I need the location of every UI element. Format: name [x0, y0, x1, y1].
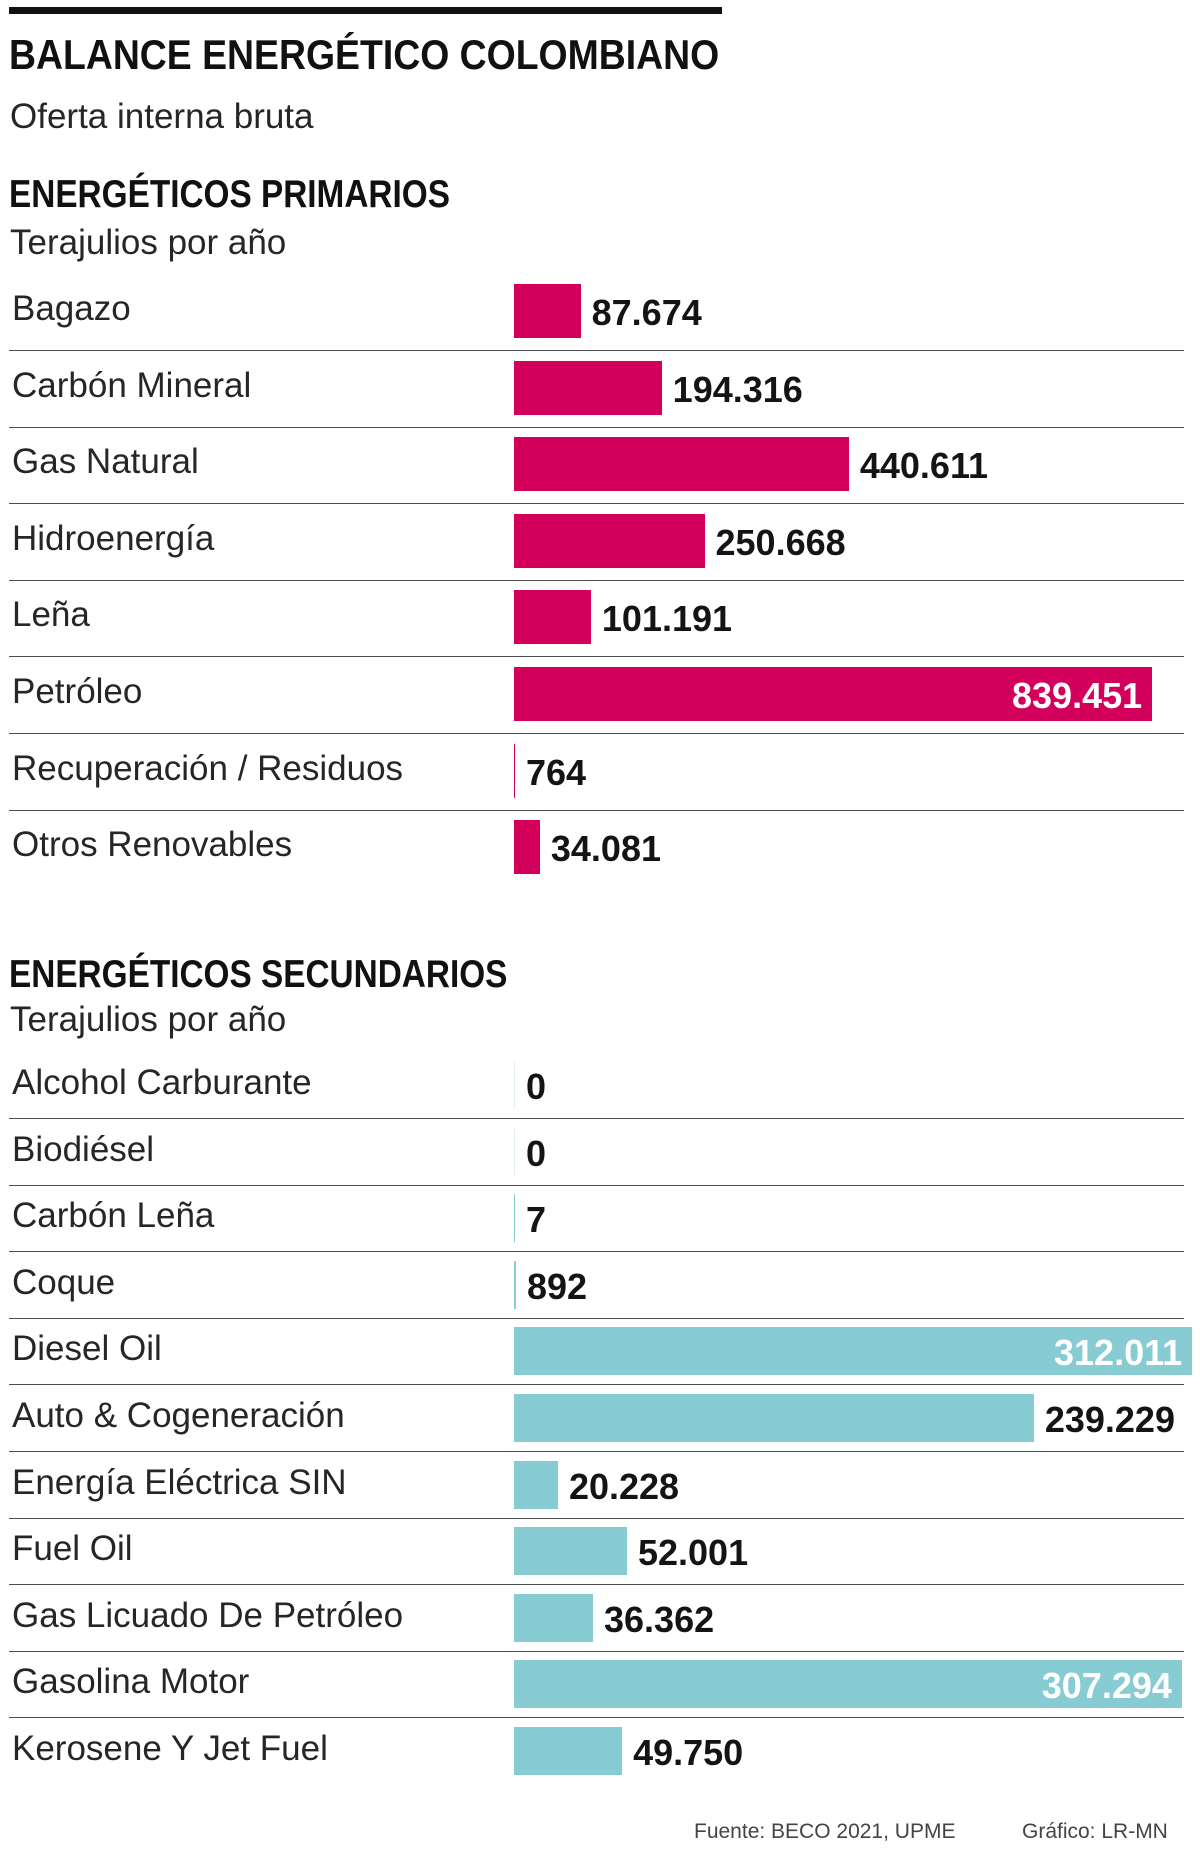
value-gas-licuado-de-petroleo: 36.362	[604, 1598, 715, 1640]
label-auto-cogeneracion: Auto & Cogeneración	[12, 1396, 345, 1435]
row-divider	[9, 503, 1184, 505]
bar-carbon-lena	[514, 1194, 515, 1243]
bar-hidroenergia	[514, 513, 705, 568]
label-carbon-lena: Carbón Leña	[12, 1196, 215, 1236]
row-divider	[9, 733, 1184, 734]
bar-bagazo	[514, 284, 581, 338]
chart-subtitle: Oferta interna bruta	[10, 97, 314, 136]
row-divider	[9, 1384, 1184, 1386]
label-fuel-oil: Fuel Oil	[12, 1529, 133, 1569]
bar-auto-cogeneracion	[514, 1394, 1034, 1442]
value-fuel-oil: 52.001	[637, 1532, 749, 1574]
label-gas-natural: Gas Natural	[12, 442, 199, 482]
value-carbon-mineral: 194.316	[672, 368, 803, 410]
value-gasolina-motor: 307.294	[1041, 1665, 1172, 1707]
source-note: Fuente: BECO 2021, UPME	[694, 1820, 956, 1843]
row-divider	[9, 350, 1184, 351]
value-biodiesel: 0	[526, 1132, 547, 1174]
bar-otros-renovables	[514, 820, 540, 875]
label-gasolina-motor: Gasolina Motor	[12, 1662, 250, 1702]
row-divider	[9, 1184, 1184, 1186]
graphic-credit: Gráfico: LR-MN	[1022, 1820, 1168, 1843]
row-divider	[9, 1650, 1184, 1652]
label-bagazo: Bagazo	[12, 289, 131, 328]
value-auto-cogeneracion: 239.229	[1044, 1399, 1175, 1440]
value-lena: 101.191	[601, 598, 733, 640]
value-bagazo: 87.674	[591, 292, 702, 333]
row-divider	[9, 1317, 1184, 1319]
row-divider	[9, 1118, 1184, 1119]
bar-gas-licuado-de-petroleo	[514, 1593, 593, 1642]
bar-diesel-oil	[514, 1327, 1192, 1376]
value-diesel-oil: 312.011	[1054, 1332, 1183, 1374]
row-divider	[9, 1517, 1184, 1519]
bar-gas-natural	[514, 437, 849, 492]
label-diesel-oil: Diesel Oil	[12, 1329, 162, 1369]
bar-kerosene-y-jet-fuel	[514, 1727, 623, 1775]
bar-alcohol-carburante	[514, 1061, 515, 1109]
primary-section-title: ENERGÉTICOS PRIMARIOS	[9, 173, 450, 216]
label-kerosene-y-jet-fuel: Kerosene Y Jet Fuel	[12, 1729, 328, 1768]
row-divider	[9, 1251, 1184, 1253]
bar-energia-electrica-sin	[514, 1460, 558, 1509]
label-alcohol-carburante: Alcohol Carburante	[12, 1063, 312, 1102]
label-petroleo: Petróleo	[12, 672, 143, 711]
value-kerosene-y-jet-fuel: 49.750	[633, 1732, 744, 1773]
value-gas-natural: 440.611	[859, 445, 989, 487]
label-gas-licuado-de-petroleo: Gas Licuado De Petróleo	[12, 1595, 404, 1635]
bar-petroleo	[514, 667, 1152, 721]
bar-coque	[514, 1260, 516, 1309]
label-coque: Coque	[12, 1262, 116, 1302]
row-divider	[9, 1451, 1184, 1452]
bar-fuel-oil	[514, 1527, 627, 1576]
secondary-section-title: ENERGÉTICOS SECUNDARIOS	[9, 953, 508, 996]
label-recuperacion-residuos: Recuperación / Residuos	[12, 748, 404, 788]
label-otros-renovables: Otros Renovables	[12, 825, 293, 865]
label-lena: Leña	[12, 595, 90, 635]
row-divider	[9, 1584, 1184, 1586]
bar-recuperacion-residuos	[514, 743, 515, 798]
bar-lena	[514, 590, 591, 645]
bar-biodiesel	[514, 1127, 515, 1176]
value-carbon-lena: 7	[526, 1199, 547, 1241]
chart-title: BALANCE ENERGÉTICO COLOMBIANO	[9, 31, 720, 78]
label-hidroenergia: Hidroenergía	[12, 518, 215, 558]
label-energia-electrica-sin: Energía Eléctrica SIN	[12, 1462, 347, 1502]
value-energia-electrica-sin: 20.228	[568, 1465, 680, 1507]
secondary-unit-label: Terajulios por año	[10, 1000, 287, 1039]
value-otros-renovables: 34.081	[550, 828, 661, 870]
value-recuperacion-residuos: 764	[526, 751, 587, 793]
label-biodiesel: Biodiésel	[12, 1129, 155, 1169]
primary-unit-label: Terajulios por año	[10, 223, 287, 262]
bar-gasolina-motor	[514, 1660, 1182, 1709]
bar-carbon-mineral	[514, 360, 662, 415]
top-rule	[9, 7, 722, 14]
value-alcohol-carburante: 0	[526, 1066, 547, 1107]
value-coque: 892	[526, 1265, 588, 1307]
row-divider	[9, 656, 1184, 658]
row-divider	[9, 809, 1184, 811]
row-divider	[9, 1717, 1184, 1719]
primary-bar-chart: Bagazo 87.674 Carbón Mineral 194.316 Gas Nat…	[0, 284, 1200, 875]
row-divider	[9, 579, 1184, 581]
value-hidroenergia: 250.668	[715, 521, 846, 563]
row-divider	[9, 426, 1184, 428]
secondary-bar-chart: Alcohol Carburante 0 Biodiésel 0 Carbón Leña…	[0, 1061, 1200, 1775]
value-petroleo: 839.451	[1012, 675, 1143, 716]
label-carbon-mineral: Carbón Mineral	[12, 365, 252, 405]
